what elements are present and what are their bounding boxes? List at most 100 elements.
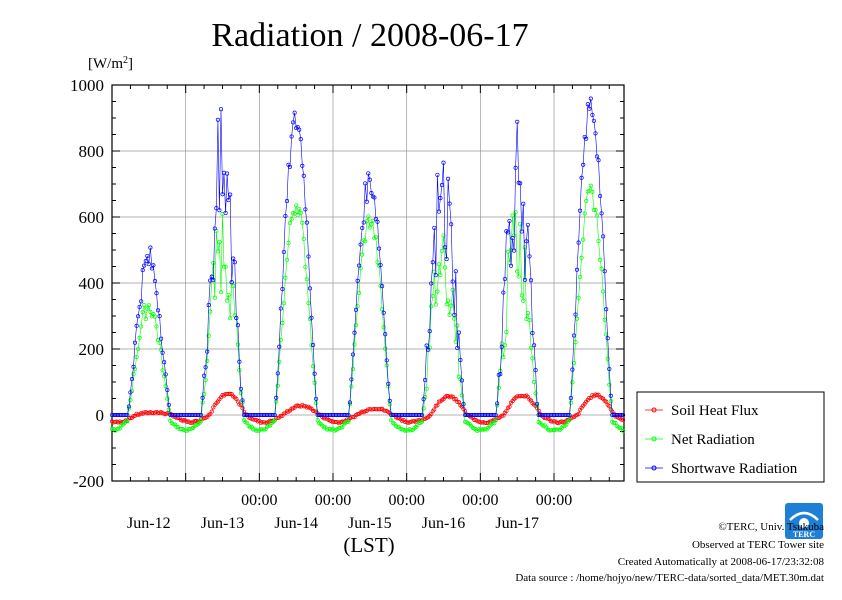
data-point — [593, 131, 598, 136]
data-point — [360, 225, 365, 231]
data-point — [459, 393, 464, 398]
data-point — [306, 301, 311, 306]
data-point — [373, 235, 379, 240]
data-point — [183, 412, 188, 418]
data-point — [160, 368, 165, 373]
series — [109, 96, 626, 433]
data-point — [129, 377, 135, 382]
data-point — [131, 372, 136, 377]
data-point — [364, 199, 369, 204]
data-point — [275, 371, 280, 376]
data-point — [508, 263, 514, 268]
data-point — [501, 355, 506, 360]
data-point — [166, 402, 171, 407]
data-point — [507, 218, 512, 224]
data-point — [278, 337, 283, 342]
data-point — [221, 264, 227, 269]
data-point — [212, 295, 217, 300]
data-point — [202, 392, 207, 397]
data-point — [438, 196, 443, 201]
data-point — [361, 220, 366, 225]
data-point — [507, 404, 512, 409]
data-point — [449, 303, 454, 308]
data-point — [188, 412, 193, 418]
data-point — [593, 207, 598, 212]
data-point — [521, 201, 526, 206]
data-point — [231, 284, 236, 289]
data-point — [154, 291, 159, 296]
data-point — [528, 345, 534, 351]
data-point — [381, 310, 386, 315]
data-point — [226, 198, 231, 203]
data-point — [528, 278, 534, 283]
data-point — [605, 336, 610, 341]
data-point — [209, 409, 214, 414]
data-point — [493, 418, 498, 423]
data-point — [123, 412, 128, 418]
data-point — [307, 286, 313, 291]
data-point — [518, 181, 523, 186]
data-point — [450, 279, 455, 284]
data-point — [320, 412, 325, 418]
data-point — [143, 316, 148, 322]
legend-box — [636, 391, 825, 483]
data-point — [461, 402, 466, 407]
data-point — [515, 269, 520, 274]
data-point — [334, 412, 339, 418]
y-tick-label: 400 — [79, 274, 105, 293]
data-point — [226, 292, 231, 297]
data-point — [206, 303, 211, 308]
data-point — [131, 364, 136, 369]
data-point — [505, 230, 511, 235]
data-point — [455, 345, 460, 351]
data-point — [470, 412, 475, 418]
data-point — [283, 213, 288, 219]
data-point — [455, 323, 460, 328]
data-source-text: Data source : /home/hojyo/new/TERC-data/… — [515, 572, 824, 584]
data-point — [369, 191, 374, 196]
data-point — [137, 304, 142, 309]
data-point — [487, 412, 492, 418]
data-point — [551, 419, 557, 424]
data-point — [261, 427, 266, 432]
data-point — [202, 373, 207, 378]
data-point — [145, 253, 150, 259]
data-point — [200, 395, 205, 400]
data-point — [206, 333, 211, 338]
data-point — [363, 239, 368, 244]
data-point — [367, 225, 372, 230]
data-point — [596, 238, 601, 244]
data-point — [604, 399, 609, 404]
data-point — [249, 412, 254, 418]
data-point — [366, 171, 371, 176]
data-point — [215, 249, 220, 254]
data-point — [341, 412, 346, 418]
data-point — [533, 368, 538, 373]
data-point — [436, 209, 441, 214]
data-point — [369, 407, 374, 412]
data-point — [372, 195, 377, 200]
data-point — [109, 426, 115, 431]
data-point — [587, 106, 592, 111]
data-point — [126, 404, 131, 409]
data-point — [237, 368, 242, 373]
data-point — [502, 343, 507, 348]
data-point — [584, 198, 589, 203]
data-point — [404, 412, 409, 418]
data-point — [117, 412, 122, 418]
data-point — [558, 412, 563, 418]
data-point — [602, 269, 607, 274]
data-point — [123, 419, 128, 424]
data-point — [588, 183, 593, 188]
data-point — [212, 226, 217, 231]
legend-label: Shortwave Radiation — [671, 461, 798, 477]
data-point — [272, 412, 277, 418]
data-point — [132, 340, 138, 345]
data-point — [315, 412, 320, 418]
chart-title: Radiation / 2008-06-17 — [211, 17, 528, 54]
data-point — [395, 424, 400, 430]
data-point — [238, 391, 243, 396]
data-point — [258, 427, 263, 432]
